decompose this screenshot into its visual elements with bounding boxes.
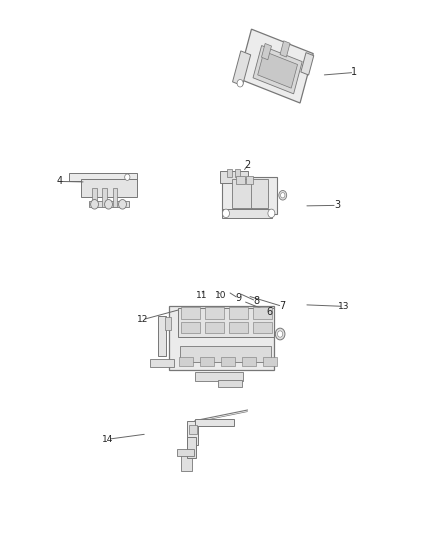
Polygon shape	[181, 307, 200, 319]
Circle shape	[119, 199, 127, 209]
Polygon shape	[200, 357, 214, 367]
Polygon shape	[227, 169, 232, 177]
Polygon shape	[187, 421, 198, 445]
Polygon shape	[218, 379, 242, 387]
Circle shape	[237, 79, 243, 87]
Polygon shape	[205, 322, 224, 333]
Polygon shape	[233, 51, 251, 86]
Polygon shape	[150, 359, 174, 367]
Polygon shape	[81, 179, 138, 197]
Circle shape	[125, 174, 130, 180]
Circle shape	[268, 209, 275, 217]
Polygon shape	[235, 169, 240, 177]
Polygon shape	[195, 419, 234, 426]
Circle shape	[276, 328, 285, 340]
Circle shape	[279, 190, 287, 200]
Polygon shape	[251, 179, 268, 208]
Polygon shape	[222, 209, 272, 217]
Polygon shape	[205, 307, 224, 319]
Polygon shape	[187, 437, 196, 458]
Text: 8: 8	[253, 296, 259, 306]
Polygon shape	[181, 455, 192, 471]
Polygon shape	[280, 41, 290, 57]
Polygon shape	[158, 316, 166, 356]
Polygon shape	[230, 322, 248, 333]
Text: 3: 3	[334, 200, 340, 211]
Polygon shape	[246, 176, 253, 184]
Polygon shape	[238, 29, 313, 103]
Polygon shape	[177, 308, 274, 337]
Polygon shape	[179, 357, 193, 367]
Text: 2: 2	[244, 160, 251, 171]
Polygon shape	[169, 306, 274, 370]
Polygon shape	[230, 307, 248, 319]
Polygon shape	[113, 188, 117, 207]
Polygon shape	[102, 188, 107, 207]
Polygon shape	[253, 45, 302, 94]
Polygon shape	[89, 201, 129, 207]
Polygon shape	[254, 322, 272, 333]
Circle shape	[105, 199, 113, 209]
Polygon shape	[236, 176, 245, 184]
Text: 9: 9	[236, 293, 242, 303]
Polygon shape	[263, 357, 277, 367]
Polygon shape	[220, 171, 248, 183]
Text: 12: 12	[137, 315, 148, 324]
Polygon shape	[242, 357, 256, 367]
Text: 11: 11	[196, 291, 207, 300]
Text: 10: 10	[215, 291, 227, 300]
Circle shape	[91, 199, 99, 209]
Polygon shape	[70, 173, 137, 181]
Polygon shape	[254, 307, 272, 319]
Text: 13: 13	[338, 302, 349, 311]
Polygon shape	[177, 449, 194, 456]
Polygon shape	[232, 179, 252, 208]
Polygon shape	[195, 372, 243, 381]
Polygon shape	[189, 425, 197, 434]
Circle shape	[278, 331, 283, 337]
Text: 1: 1	[351, 68, 357, 77]
Polygon shape	[165, 317, 170, 330]
Text: 4: 4	[57, 176, 63, 187]
Text: 7: 7	[279, 301, 286, 311]
Polygon shape	[261, 44, 272, 60]
Polygon shape	[258, 51, 297, 88]
Polygon shape	[181, 322, 200, 333]
Polygon shape	[221, 357, 235, 367]
Circle shape	[223, 209, 230, 217]
Text: 6: 6	[266, 306, 272, 317]
Polygon shape	[222, 177, 277, 214]
Polygon shape	[301, 53, 314, 75]
Circle shape	[281, 192, 285, 198]
Polygon shape	[92, 188, 97, 207]
Polygon shape	[180, 346, 272, 362]
Text: 14: 14	[102, 435, 113, 444]
